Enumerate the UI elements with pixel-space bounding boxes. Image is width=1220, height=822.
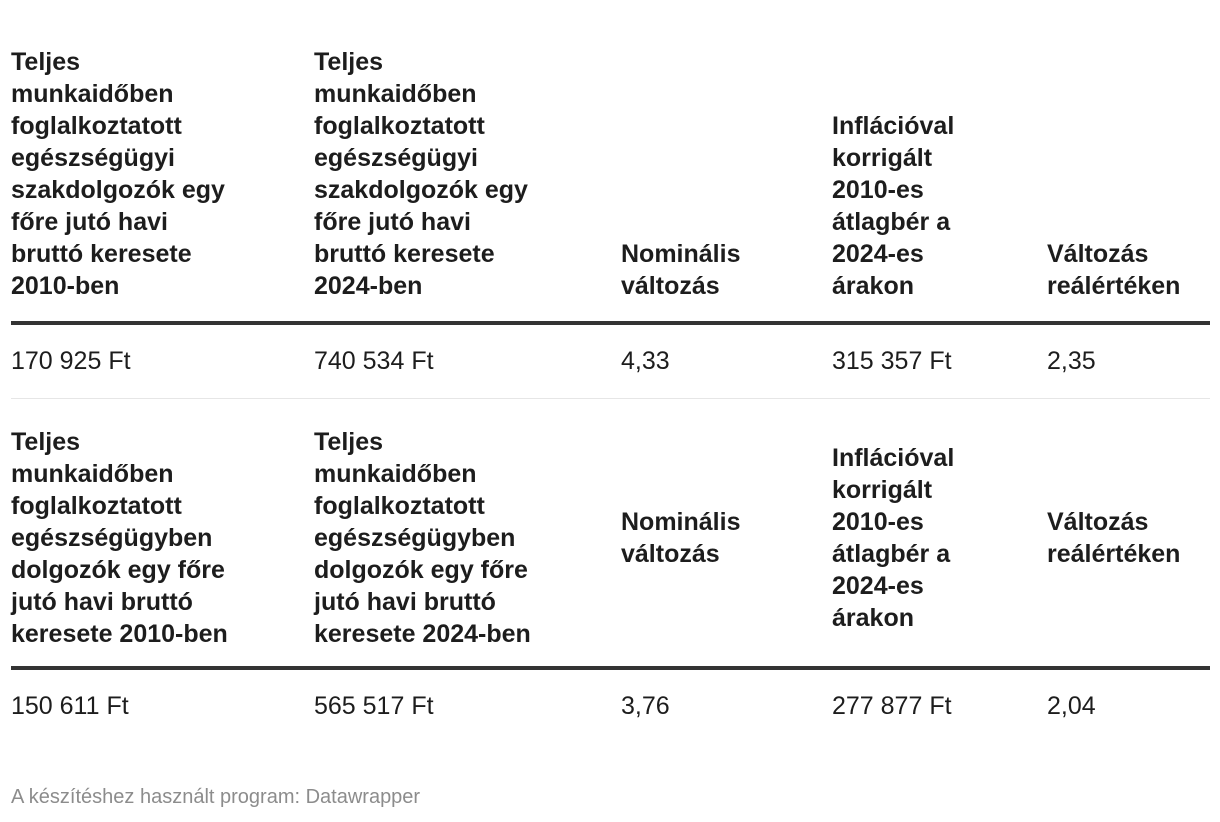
cell-earnings-2010: 150 611 Ft xyxy=(11,692,129,720)
header-cell-healthcare-2024: Teljes munkaidőben foglalkoztatott egész… xyxy=(314,427,531,648)
header-cell-inflation-adjusted: Inflációval korrigált 2010-es átlagbér a… xyxy=(832,443,955,632)
header-cell-nominal-change: Nominális változás xyxy=(621,507,741,568)
cell-nominal-change: 4,33 xyxy=(621,347,670,375)
cell-nominal-change: 3,76 xyxy=(621,692,670,720)
table-row: 150 611 Ft 565 517 Ft 3,76 277 877 Ft 2,… xyxy=(11,670,1210,743)
table-header-row: Teljes munkaidőben foglalkoztatott egész… xyxy=(11,399,1210,670)
header-cell-real-change: Változás reálértéken xyxy=(1047,507,1181,568)
header-cell-specialist-2010: Teljes munkaidőben foglalkoztatott egész… xyxy=(11,48,225,300)
cell-real-change: 2,04 xyxy=(1047,692,1096,720)
data-table: Teljes munkaidőben foglalkoztatott egész… xyxy=(11,0,1210,743)
cell-earnings-2010: 170 925 Ft xyxy=(11,347,131,375)
header-cell-healthcare-2010: Teljes munkaidőben foglalkoztatott egész… xyxy=(11,427,228,648)
table-header-row: Teljes munkaidőben foglalkoztatott egész… xyxy=(11,0,1210,325)
header-cell-real-change: Változás reálértéken xyxy=(1047,240,1181,300)
header-cell-inflation-adjusted: Inflációval korrigált 2010-es átlagbér a… xyxy=(832,112,955,300)
cell-inflation-adjusted: 315 357 Ft xyxy=(832,347,952,375)
cell-earnings-2024: 565 517 Ft xyxy=(314,692,434,720)
cell-earnings-2024: 740 534 Ft xyxy=(314,347,434,375)
header-cell-specialist-2024: Teljes munkaidőben foglalkoztatott egész… xyxy=(314,48,528,300)
header-cell-nominal-change: Nominális változás xyxy=(621,240,741,300)
cell-real-change: 2,35 xyxy=(1047,347,1096,375)
table-row: 170 925 Ft 740 534 Ft 4,33 315 357 Ft 2,… xyxy=(11,325,1210,399)
cell-inflation-adjusted: 277 877 Ft xyxy=(832,692,952,720)
footer-credit: A készítéshez használt program: Datawrap… xyxy=(11,786,421,808)
